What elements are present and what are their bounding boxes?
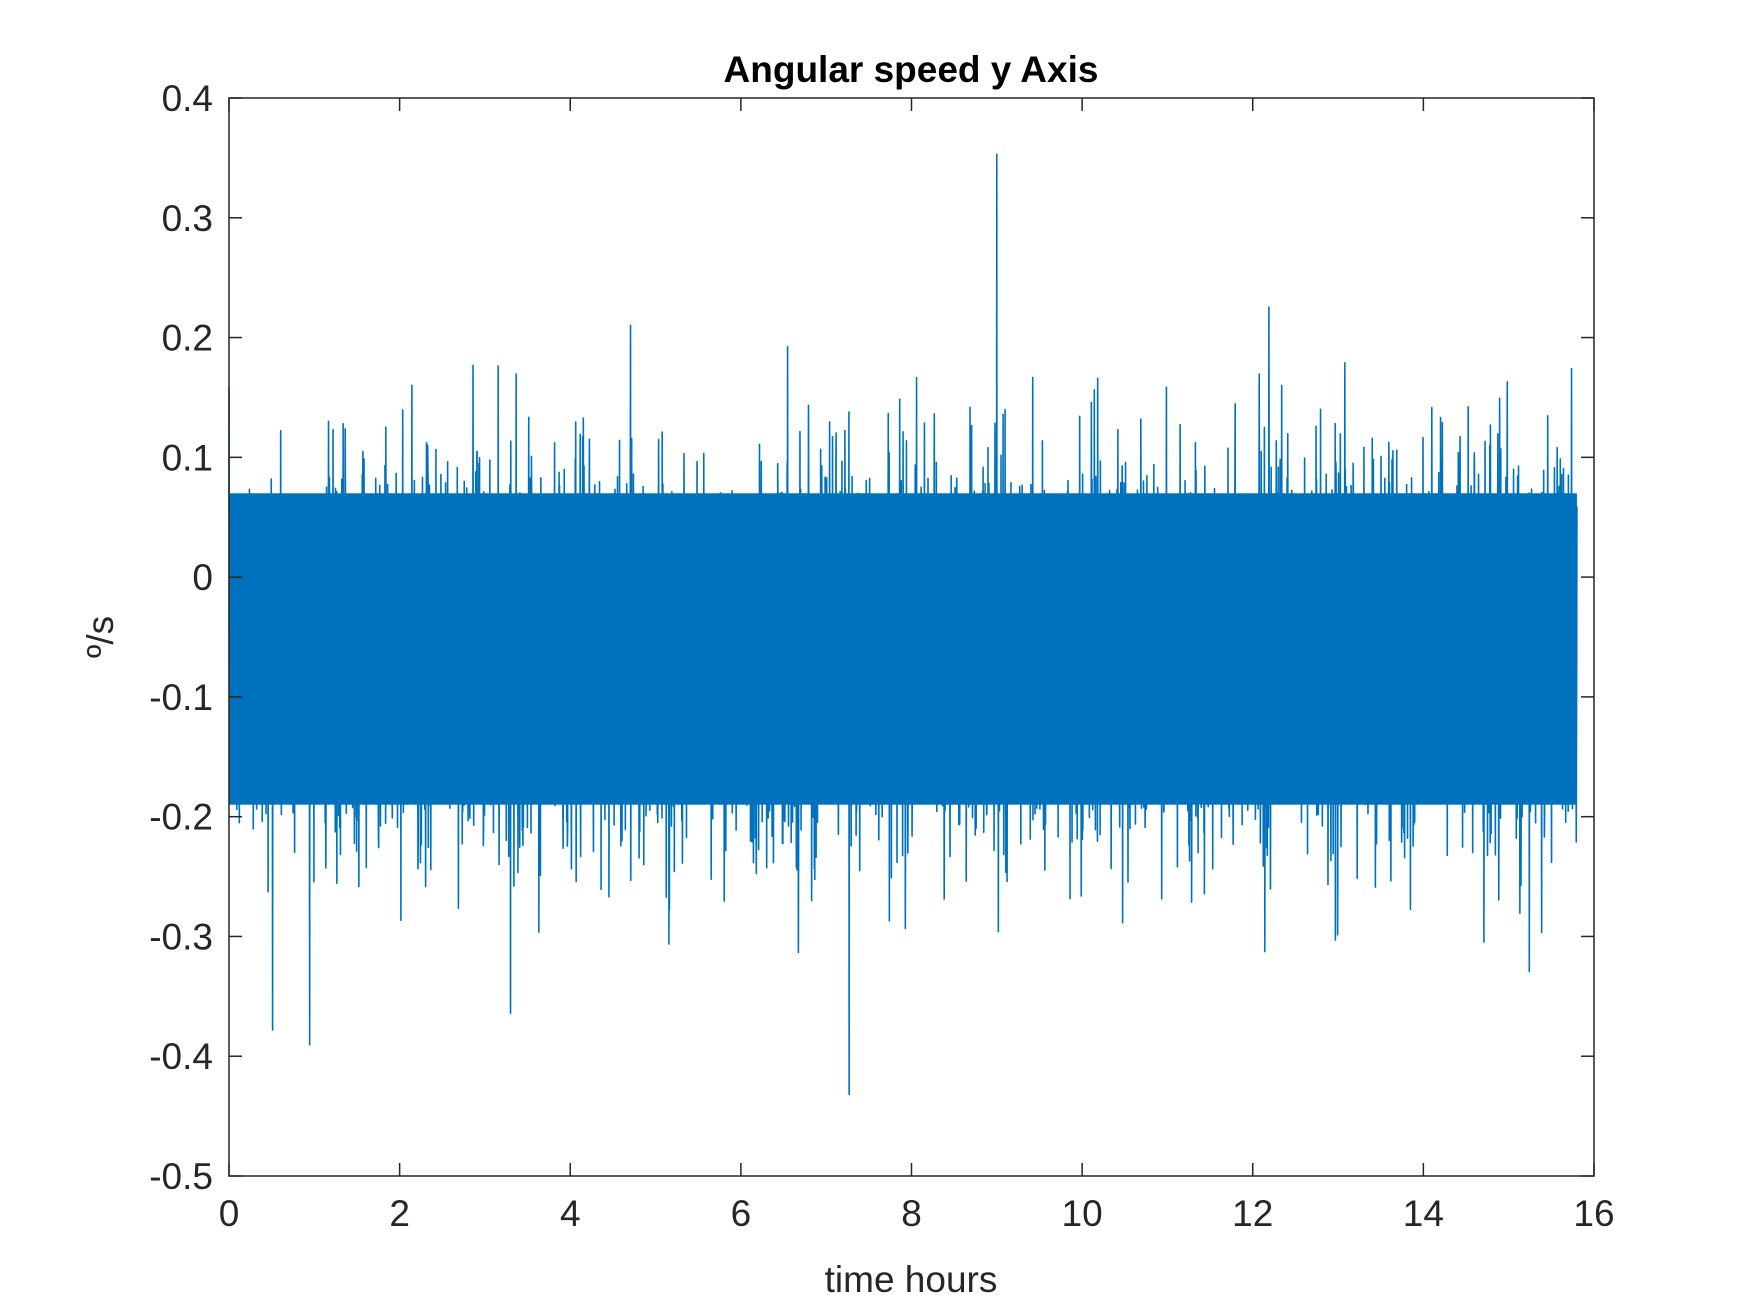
x-tick-label: 16 — [1573, 1193, 1614, 1234]
plot-area — [228, 153, 1578, 1096]
y-axis-label: º/s — [80, 616, 121, 658]
x-tick-label: 0 — [219, 1193, 240, 1234]
x-tick-label: 6 — [731, 1193, 752, 1234]
y-tick-label: 0.1 — [162, 437, 213, 478]
x-tick-label: 2 — [389, 1193, 410, 1234]
y-tick-label: -0.2 — [149, 797, 213, 838]
y-tick-label: -0.3 — [149, 916, 213, 957]
y-tick-label: 0.4 — [162, 78, 213, 119]
x-tick-label: 14 — [1403, 1193, 1444, 1234]
y-tick-label: -0.4 — [149, 1036, 213, 1077]
series-line — [228, 153, 1578, 1096]
x-tick-label: 10 — [1062, 1193, 1103, 1234]
x-tick-label: 12 — [1232, 1193, 1273, 1234]
x-tick-label: 4 — [560, 1193, 581, 1234]
y-tick-label: -0.1 — [149, 677, 213, 718]
x-axis-label: time hours — [825, 1259, 998, 1300]
chart-title: Angular speed y Axis — [724, 49, 1099, 90]
y-tick-label: 0 — [192, 557, 213, 598]
y-tick-label: 0.2 — [162, 318, 213, 359]
y-tick-label: 0.3 — [162, 198, 213, 239]
x-tick-label: 8 — [901, 1193, 922, 1234]
y-tick-label: -0.5 — [149, 1156, 213, 1197]
axis-ticks: 0 2 4 6 8 10 12 14 16 -0.5 -0.4 -0.3 -0.2 -0.1 0 0.1 0.2… — [149, 78, 1614, 1234]
